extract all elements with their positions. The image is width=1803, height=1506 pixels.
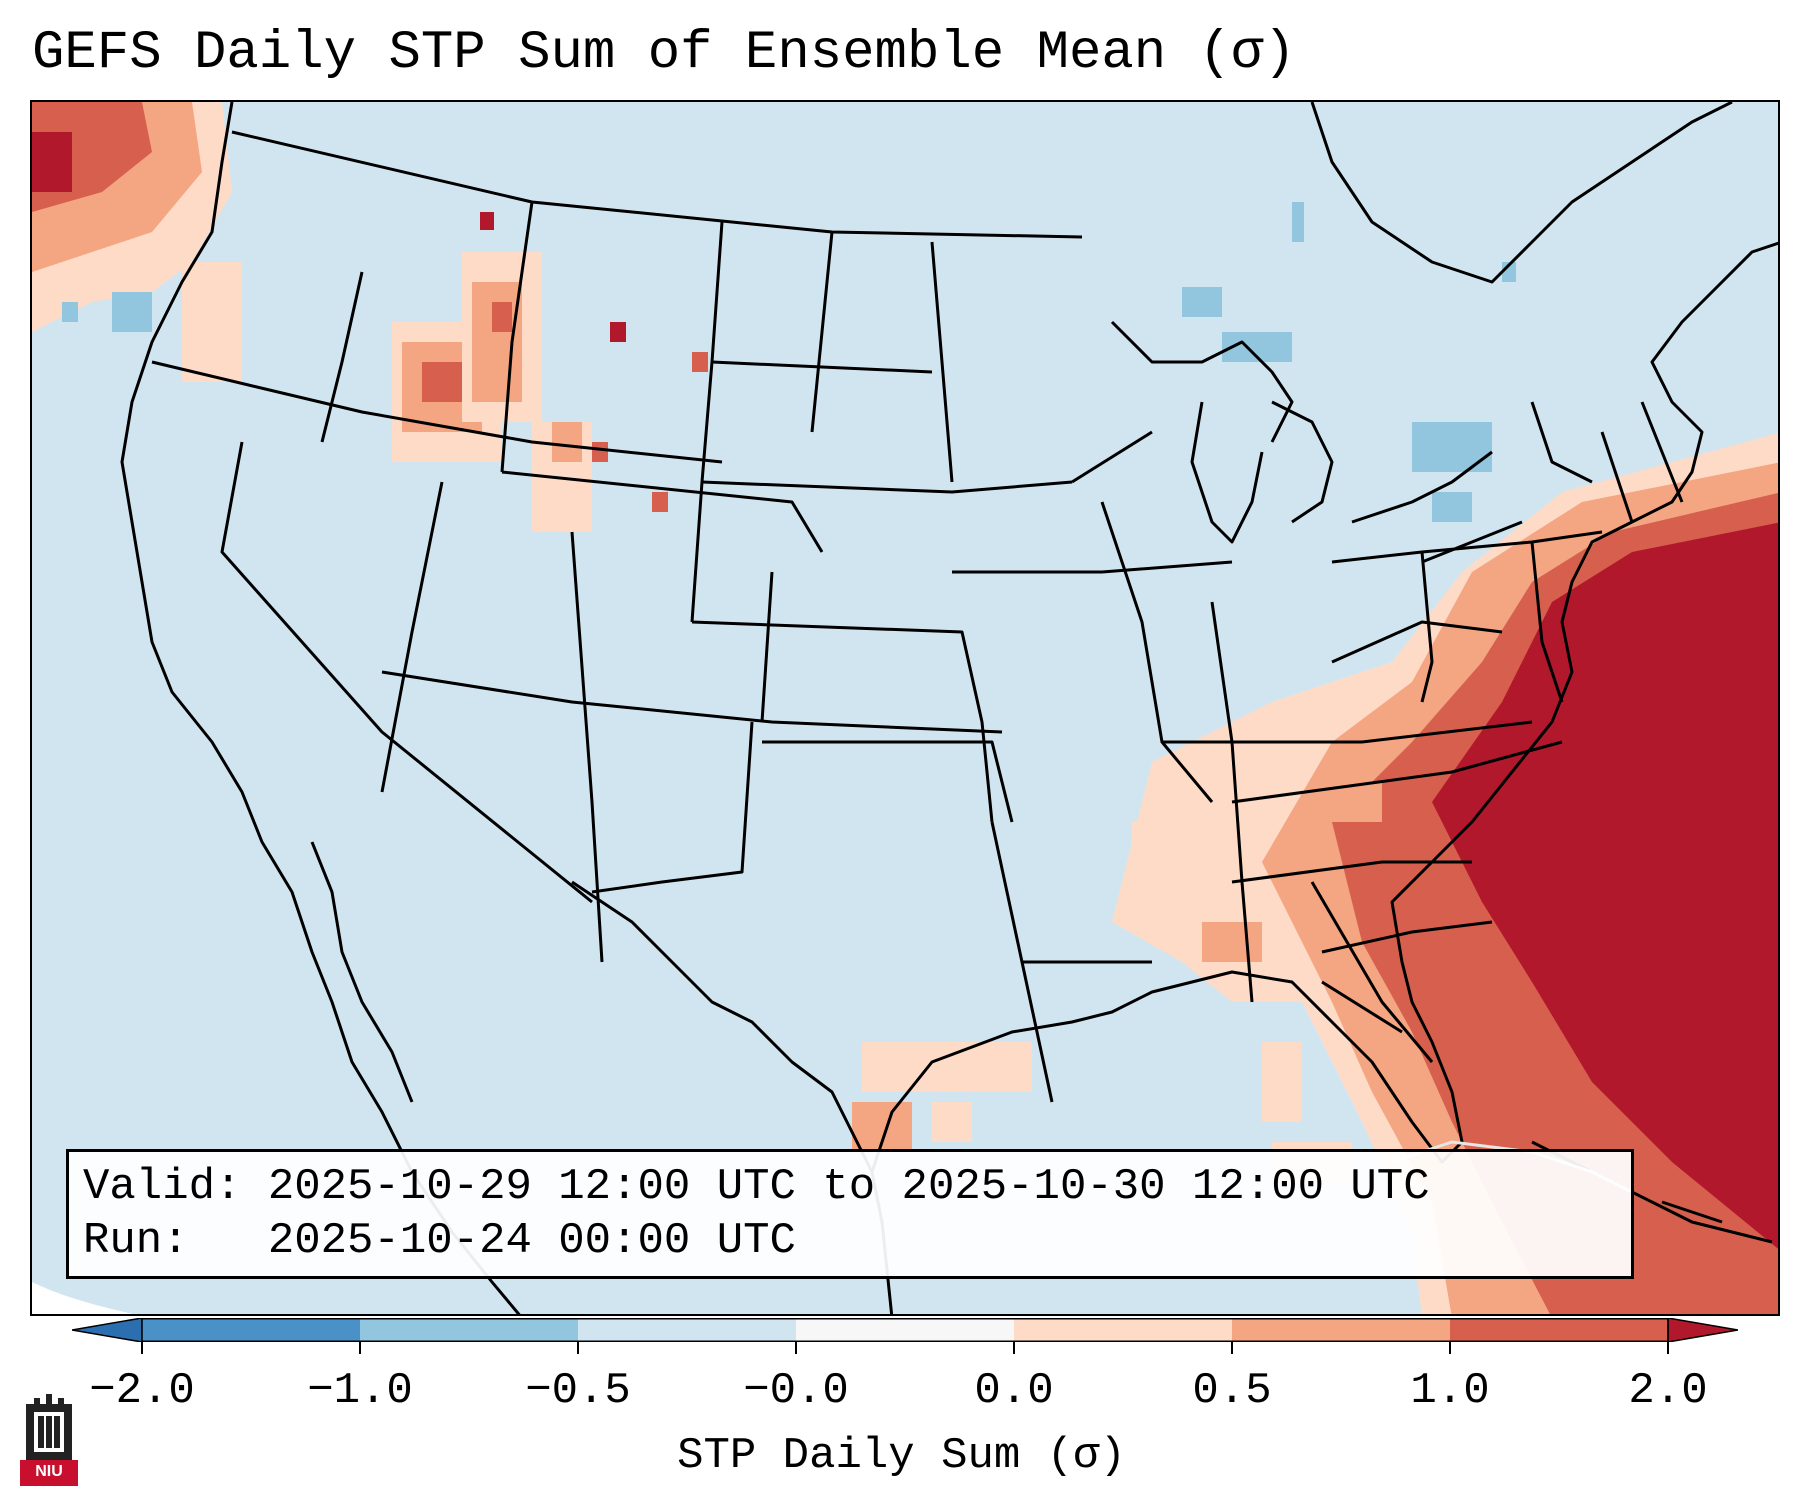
chart-title: GEFS Daily STP Sum of Ensemble Mean (σ)	[32, 23, 1296, 84]
colorbar-tick-label: 0.0	[974, 1366, 1054, 1416]
colorbar-tick-mark	[359, 1342, 361, 1354]
colorbar-outline	[141, 1318, 1669, 1342]
colorbar	[72, 1318, 1738, 1342]
colorbar-bin	[360, 1318, 579, 1342]
colorbar-bin	[1232, 1318, 1451, 1342]
colorbar-tick-label: −0.0	[743, 1366, 849, 1416]
valid-run-info-box: Valid: 2025-10-29 12:00 UTC to 2025-10-3…	[66, 1149, 1634, 1279]
run-time-line: Run: 2025-10-24 00:00 UTC	[83, 1216, 796, 1266]
colorbar-tick-mark	[1449, 1342, 1451, 1354]
colorbar-tick-mark	[1667, 1342, 1669, 1354]
colorbar-bin	[1014, 1318, 1233, 1342]
colorbar-tick-mark	[141, 1342, 143, 1354]
niu-logo-text: NIU	[35, 1463, 63, 1480]
colorbar-tick-label: 0.5	[1192, 1366, 1272, 1416]
colorbar-tick-mark	[1013, 1342, 1015, 1354]
colorbar-tick-mark	[795, 1342, 797, 1354]
colorbar-tick-label: −1.0	[307, 1366, 413, 1416]
map-panel	[30, 100, 1780, 1316]
map-canvas	[32, 102, 1778, 1314]
colorbar-bin	[796, 1318, 1015, 1342]
stp-positive-field-gulf	[852, 1042, 1032, 1152]
colorbar-extension-low	[72, 1318, 143, 1342]
state-borders	[151, 130, 1684, 1103]
colorbar-tick-label: −0.5	[525, 1366, 631, 1416]
niu-logo-icon	[20, 1390, 78, 1486]
colorbar-bin	[142, 1318, 361, 1342]
colorbar-bin	[578, 1318, 797, 1342]
stp-positive-field-northwest	[32, 102, 708, 532]
coastlines	[120, 102, 1778, 1314]
colorbar-tick-label: 1.0	[1410, 1366, 1490, 1416]
colorbar-bin	[1450, 1318, 1669, 1342]
colorbar-tick-mark	[1231, 1342, 1233, 1354]
colorbar-label: STP Daily Sum (σ)	[677, 1431, 1126, 1481]
colorbar-tick-label: −2.0	[89, 1366, 195, 1416]
valid-time-line: Valid: 2025-10-29 12:00 UTC to 2025-10-3…	[83, 1162, 1430, 1212]
colorbar-tick-label: 2.0	[1628, 1366, 1708, 1416]
colorbar-extension-high	[1667, 1318, 1738, 1342]
colorbar-tick-mark	[577, 1342, 579, 1354]
